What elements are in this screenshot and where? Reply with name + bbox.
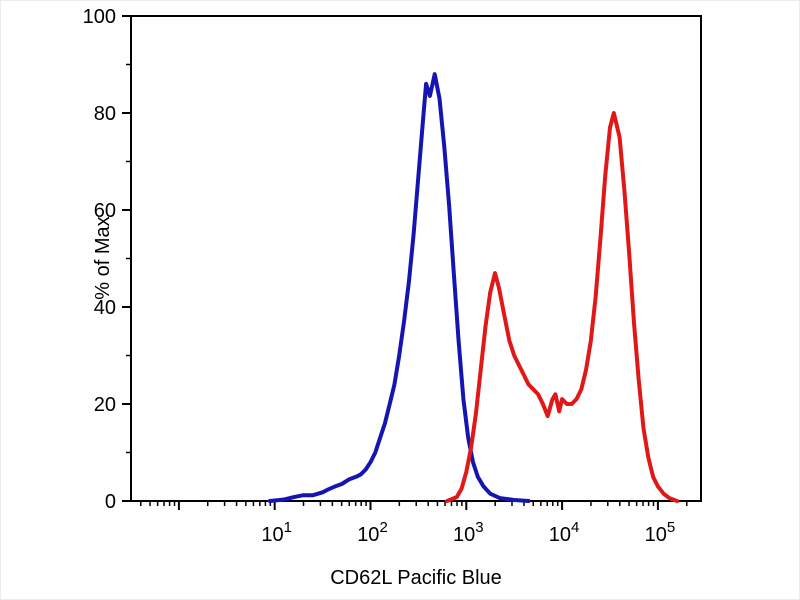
x-tick-label: 103 <box>453 519 484 546</box>
x-tick-label: 101 <box>261 519 292 546</box>
y-tick-label: 60 <box>94 200 116 222</box>
y-tick-label: 100 <box>83 6 116 28</box>
y-tick-label: 0 <box>105 491 116 513</box>
x-tick-label: 102 <box>357 519 388 546</box>
x-tick-label: 105 <box>645 519 676 546</box>
x-axis-label: CD62L Pacific Blue <box>330 567 502 589</box>
x-tick-label: 104 <box>549 519 580 546</box>
plot-frame <box>130 15 702 502</box>
y-tick-label: 40 <box>94 297 116 319</box>
y-tick-label: 80 <box>94 103 116 125</box>
series-blue-population-curve <box>267 72 531 503</box>
series-red-population-curve <box>445 111 680 503</box>
y-tick-label: 20 <box>94 394 116 416</box>
chart-plot-area: 0 20 40 60 80 100 101 102 103 104 105 <box>83 6 702 546</box>
y-axis-label: % of Max <box>92 216 114 299</box>
